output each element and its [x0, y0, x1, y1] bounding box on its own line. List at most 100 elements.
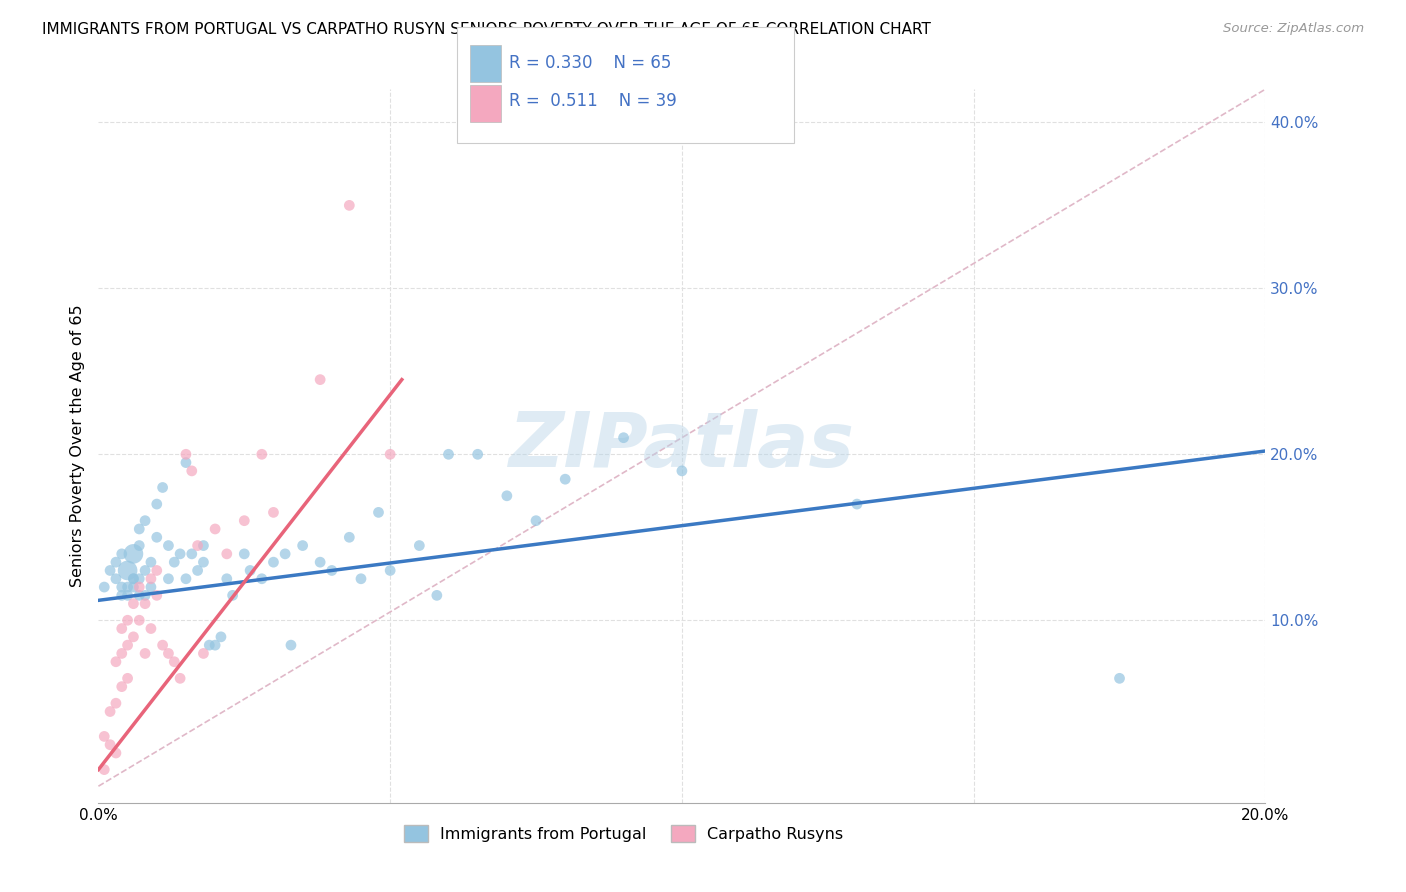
Point [93, 763, 115, 777]
Point [187, 539, 209, 553]
Point [146, 497, 169, 511]
Point [612, 431, 634, 445]
Point [380, 564, 402, 578]
Point [309, 555, 332, 569]
Text: ZIPatlas: ZIPatlas [509, 409, 855, 483]
Point [98, 738, 121, 752]
Point [104, 696, 127, 710]
Point [215, 572, 238, 586]
Point [467, 447, 489, 461]
Point [134, 647, 156, 661]
Point [111, 647, 134, 661]
Point [554, 472, 576, 486]
Point [134, 588, 156, 602]
Point [117, 564, 139, 578]
Point [111, 680, 134, 694]
Point [128, 588, 150, 602]
Point [122, 630, 145, 644]
Point [321, 564, 343, 578]
Point [193, 539, 215, 553]
Point [1108, 671, 1130, 685]
Point [274, 547, 297, 561]
Point [139, 622, 162, 636]
Point [122, 547, 145, 561]
Point [152, 481, 174, 495]
Point [134, 597, 156, 611]
Point [337, 198, 360, 212]
Point [93, 580, 115, 594]
Point [128, 572, 150, 586]
Text: Source: ZipAtlas.com: Source: ZipAtlas.com [1223, 22, 1364, 36]
Point [262, 555, 284, 569]
Point [169, 671, 191, 685]
Point [193, 647, 215, 661]
Point [180, 464, 202, 478]
Point [128, 539, 150, 553]
Point [291, 539, 314, 553]
Point [122, 572, 145, 586]
Point [111, 622, 134, 636]
Point [496, 489, 519, 503]
Point [250, 572, 273, 586]
Point [671, 464, 693, 478]
Point [157, 539, 180, 553]
Point [524, 514, 547, 528]
Point [157, 647, 180, 661]
Point [408, 539, 430, 553]
Point [380, 447, 402, 461]
Point [98, 705, 121, 719]
Point [426, 588, 449, 602]
Point [169, 547, 191, 561]
Point [134, 564, 156, 578]
Point [157, 572, 180, 586]
Point [139, 555, 162, 569]
Point [146, 564, 169, 578]
Point [104, 746, 127, 760]
Point [215, 547, 238, 561]
Point [204, 522, 226, 536]
Point [239, 564, 262, 578]
Point [122, 597, 145, 611]
Point [204, 638, 226, 652]
Point [174, 447, 197, 461]
Point [152, 638, 174, 652]
Point [134, 514, 156, 528]
Point [98, 564, 121, 578]
Point [128, 522, 150, 536]
Point [104, 555, 127, 569]
Point [117, 638, 139, 652]
Point [163, 555, 186, 569]
Legend: Immigrants from Portugal, Carpatho Rusyns: Immigrants from Portugal, Carpatho Rusyn… [398, 819, 849, 848]
Point [262, 505, 284, 519]
Point [117, 588, 139, 602]
Point [146, 530, 169, 544]
Point [117, 580, 139, 594]
Point [117, 671, 139, 685]
Point [337, 530, 360, 544]
Point [163, 655, 186, 669]
Point [111, 547, 134, 561]
Point [209, 630, 232, 644]
Point [111, 588, 134, 602]
Point [104, 655, 127, 669]
Point [367, 505, 389, 519]
Point [146, 588, 169, 602]
Point [180, 547, 202, 561]
Point [117, 613, 139, 627]
Point [280, 638, 302, 652]
Point [187, 564, 209, 578]
Text: IMMIGRANTS FROM PORTUGAL VS CARPATHO RUSYN SENIORS POVERTY OVER THE AGE OF 65 CO: IMMIGRANTS FROM PORTUGAL VS CARPATHO RUS… [42, 22, 931, 37]
Y-axis label: Seniors Poverty Over the Age of 65: Seniors Poverty Over the Age of 65 [69, 305, 84, 587]
Point [122, 572, 145, 586]
Point [309, 373, 332, 387]
Point [122, 580, 145, 594]
Point [846, 497, 869, 511]
Point [174, 456, 197, 470]
Text: R =  0.511    N = 39: R = 0.511 N = 39 [509, 92, 676, 110]
Point [198, 638, 221, 652]
Point [350, 572, 373, 586]
Point [437, 447, 460, 461]
Point [250, 447, 273, 461]
Point [128, 580, 150, 594]
Point [174, 572, 197, 586]
